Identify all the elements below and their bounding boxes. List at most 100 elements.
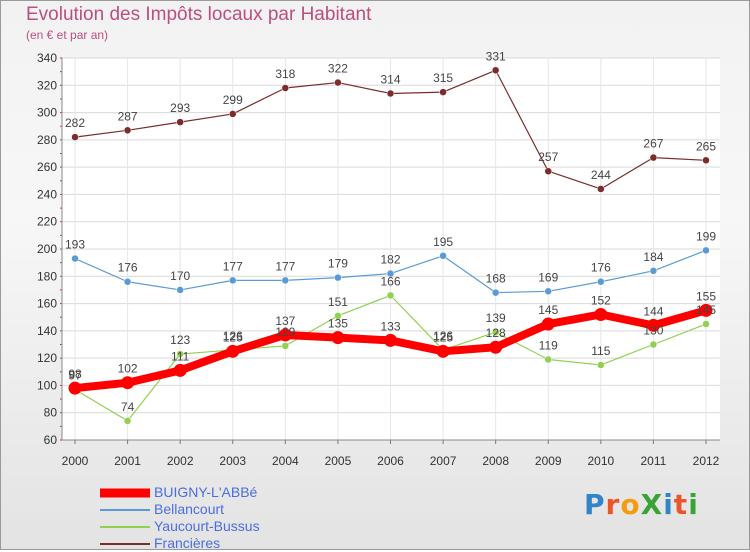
legend-label: Yaucourt-Bussus	[154, 518, 260, 534]
y-tick-label: 240	[37, 187, 57, 201]
data-label: 199	[696, 229, 716, 243]
data-point	[229, 110, 237, 118]
data-point	[436, 344, 450, 358]
logo-letter: o	[620, 488, 641, 521]
data-label: 293	[170, 101, 190, 115]
x-tick-label: 2003	[219, 454, 246, 468]
data-label: 282	[65, 116, 85, 130]
data-label: 168	[486, 272, 506, 286]
x-tick-label: 2008	[482, 454, 509, 468]
data-label: 193	[65, 238, 85, 252]
data-label: 166	[380, 274, 400, 288]
legend-swatch	[100, 508, 150, 511]
data-point	[68, 381, 82, 395]
y-tick-label: 300	[37, 106, 57, 120]
data-point	[386, 269, 395, 278]
data-point	[71, 133, 79, 141]
data-point	[702, 156, 710, 165]
data-label: 318	[275, 67, 295, 81]
data-point	[278, 328, 292, 342]
logo-letter: P	[584, 488, 606, 521]
data-point	[71, 254, 79, 263]
data-point	[334, 78, 342, 87]
logo-letter: t	[673, 488, 689, 521]
data-point	[649, 153, 658, 162]
data-label: 176	[591, 261, 611, 275]
y-tick-label: 220	[37, 215, 57, 229]
x-tick-label: 2001	[114, 454, 141, 468]
legend-label: Bellancourt	[154, 501, 225, 517]
data-label: 257	[538, 150, 558, 164]
x-tick-label: 2007	[430, 454, 457, 468]
data-label: 179	[328, 257, 348, 271]
data-label: 126	[223, 329, 243, 343]
y-tick-label: 100	[37, 378, 57, 392]
data-label: 170	[170, 269, 190, 283]
data-label: 176	[118, 261, 138, 275]
data-label: 123	[170, 333, 190, 347]
data-point	[597, 185, 605, 193]
data-label: 128	[486, 326, 506, 340]
data-label: 144	[643, 304, 663, 318]
legend-swatch	[100, 525, 150, 528]
x-tick-label: 2004	[272, 454, 299, 468]
logo-letter: i	[663, 488, 674, 521]
data-point	[386, 89, 395, 98]
data-label: 151	[328, 295, 348, 309]
chart-subtitle: (en € et par an)	[26, 28, 109, 42]
data-point	[491, 328, 500, 336]
data-label: 125	[433, 330, 453, 344]
data-point	[489, 340, 503, 354]
data-point	[699, 303, 713, 317]
data-label: 287	[118, 109, 138, 123]
data-point	[331, 331, 345, 345]
data-label: 244	[591, 168, 611, 182]
legend-swatch	[100, 542, 150, 545]
y-tick-label: 260	[37, 160, 57, 174]
data-label: 119	[539, 339, 558, 353]
data-label: 129	[275, 325, 295, 339]
data-label: 98	[68, 367, 82, 381]
data-label: 177	[223, 259, 243, 273]
y-tick-label: 120	[37, 351, 57, 365]
x-tick-label: 2010	[587, 454, 614, 468]
data-point	[226, 344, 240, 358]
data-point	[176, 286, 184, 294]
data-point	[491, 66, 500, 75]
legend-label: BUIGNY-L'ABBé	[154, 484, 258, 500]
data-point	[176, 350, 184, 358]
data-label: 184	[643, 250, 663, 264]
data-point	[121, 376, 135, 390]
data-label: 177	[275, 259, 295, 273]
y-tick-label: 280	[37, 133, 57, 147]
y-tick-label: 200	[37, 242, 57, 256]
data-point	[439, 88, 447, 96]
y-tick-label: 60	[44, 433, 58, 447]
logo-letter: X	[640, 488, 664, 521]
data-label: 133	[380, 319, 400, 333]
data-point	[229, 276, 237, 285]
data-label: 145	[538, 303, 558, 317]
data-point	[173, 363, 187, 377]
data-point	[649, 267, 658, 275]
data-label: 97	[68, 369, 82, 383]
data-point	[594, 307, 608, 321]
data-label: 102	[118, 362, 138, 376]
data-point	[491, 288, 500, 297]
data-point	[646, 318, 660, 332]
data-point	[334, 312, 342, 320]
x-tick-label: 2000	[62, 454, 89, 468]
data-label: 74	[121, 400, 135, 414]
y-tick-label: 320	[37, 78, 57, 92]
data-label: 152	[591, 293, 611, 307]
data-point	[123, 417, 132, 425]
x-tick-label: 2005	[325, 454, 352, 468]
data-point	[281, 342, 290, 350]
data-label: 145	[696, 303, 716, 317]
data-point	[123, 277, 132, 286]
data-point	[544, 167, 552, 175]
y-tick-label: 80	[44, 406, 58, 420]
data-label: 322	[328, 62, 348, 76]
data-label: 126	[433, 329, 453, 343]
